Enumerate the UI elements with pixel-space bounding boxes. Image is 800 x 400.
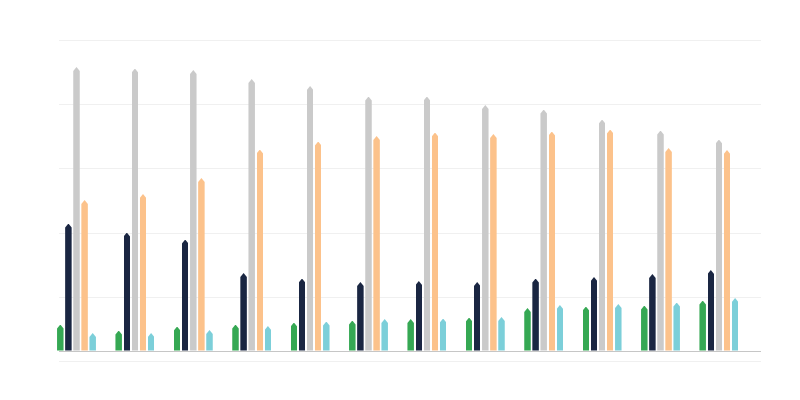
gridline-6	[59, 361, 761, 362]
bar-cyan-group-12	[731, 298, 739, 351]
bar-green-group-10	[582, 306, 590, 351]
bar-orange-group-9	[548, 131, 556, 351]
bar-orange-group-2	[139, 194, 147, 351]
bar-orange-group-3	[198, 178, 205, 351]
bar-gray-group-4	[248, 79, 255, 351]
bar-cyan-group-9	[556, 305, 564, 351]
bar-gray-group-3	[190, 70, 197, 351]
bar-gray-group-6	[365, 96, 372, 351]
bar-dark-navy-group-8	[473, 282, 481, 351]
bar-cyan-group-10	[615, 304, 622, 351]
bar-cyan-group-11	[673, 302, 680, 351]
bar-dark-navy-group-12	[707, 270, 715, 351]
bar-green-group-8	[465, 317, 473, 351]
bar-green-group-2	[115, 330, 122, 351]
bar-orange-group-1	[81, 200, 88, 351]
bar-cyan-group-8	[498, 317, 505, 351]
bar-dark-navy-group-5	[298, 278, 306, 351]
bar-gray-group-8	[482, 105, 489, 351]
bar-dark-navy-group-4	[240, 273, 247, 351]
bar-gray-group-12	[715, 139, 723, 351]
bar-gray-group-7	[423, 96, 431, 351]
bar-orange-group-7	[431, 132, 439, 351]
bar-cyan-group-4	[264, 326, 272, 351]
gridline-2	[59, 104, 761, 106]
bar-green-group-7	[407, 319, 414, 351]
bar-green-group-9	[524, 308, 531, 351]
bar-orange-group-11	[665, 148, 672, 351]
bar-green-group-5	[290, 322, 298, 351]
bar-orange-group-6	[373, 136, 380, 351]
x-axis-line	[59, 350, 761, 352]
bar-gray-group-10	[598, 119, 606, 351]
bar-orange-group-10	[606, 129, 614, 351]
bar-dark-navy-group-9	[532, 278, 539, 351]
bar-orange-group-4	[256, 149, 264, 351]
bar-green-group-1	[57, 324, 64, 351]
bar-orange-group-12	[723, 150, 731, 351]
bar-gray-group-9	[540, 109, 547, 351]
bar-dark-navy-group-3	[181, 239, 189, 351]
gridline-1	[59, 40, 761, 41]
bar-cyan-group-3	[206, 330, 213, 351]
bar-cyan-group-7	[439, 318, 447, 351]
bar-cyan-group-5	[323, 321, 330, 351]
gridline-3	[59, 168, 761, 170]
bar-cyan-group-6	[381, 319, 388, 351]
bar-dark-navy-group-7	[415, 281, 423, 351]
bar-green-group-6	[349, 320, 356, 351]
bar-green-group-12	[699, 300, 706, 351]
gridline-5	[59, 296, 761, 298]
bar-cyan-group-2	[147, 333, 155, 351]
gridline-4	[59, 232, 761, 234]
bar-orange-group-8	[490, 134, 497, 351]
bar-dark-navy-group-11	[649, 274, 656, 351]
bar-gray-group-2	[131, 68, 139, 351]
bar-orange-group-5	[314, 141, 322, 351]
bar-green-group-4	[232, 324, 239, 351]
bar-gray-group-11	[657, 130, 664, 351]
bar-dark-navy-group-10	[590, 277, 598, 351]
bar-green-group-11	[641, 305, 648, 351]
bar-gray-group-5	[306, 86, 314, 351]
bar-gray-group-1	[73, 67, 80, 351]
bar-green-group-3	[173, 326, 181, 351]
bar-dark-navy-group-1	[65, 223, 72, 351]
bar-dark-navy-group-2	[123, 232, 131, 351]
bar-dark-navy-group-6	[357, 282, 364, 351]
bar-cyan-group-1	[89, 333, 96, 351]
